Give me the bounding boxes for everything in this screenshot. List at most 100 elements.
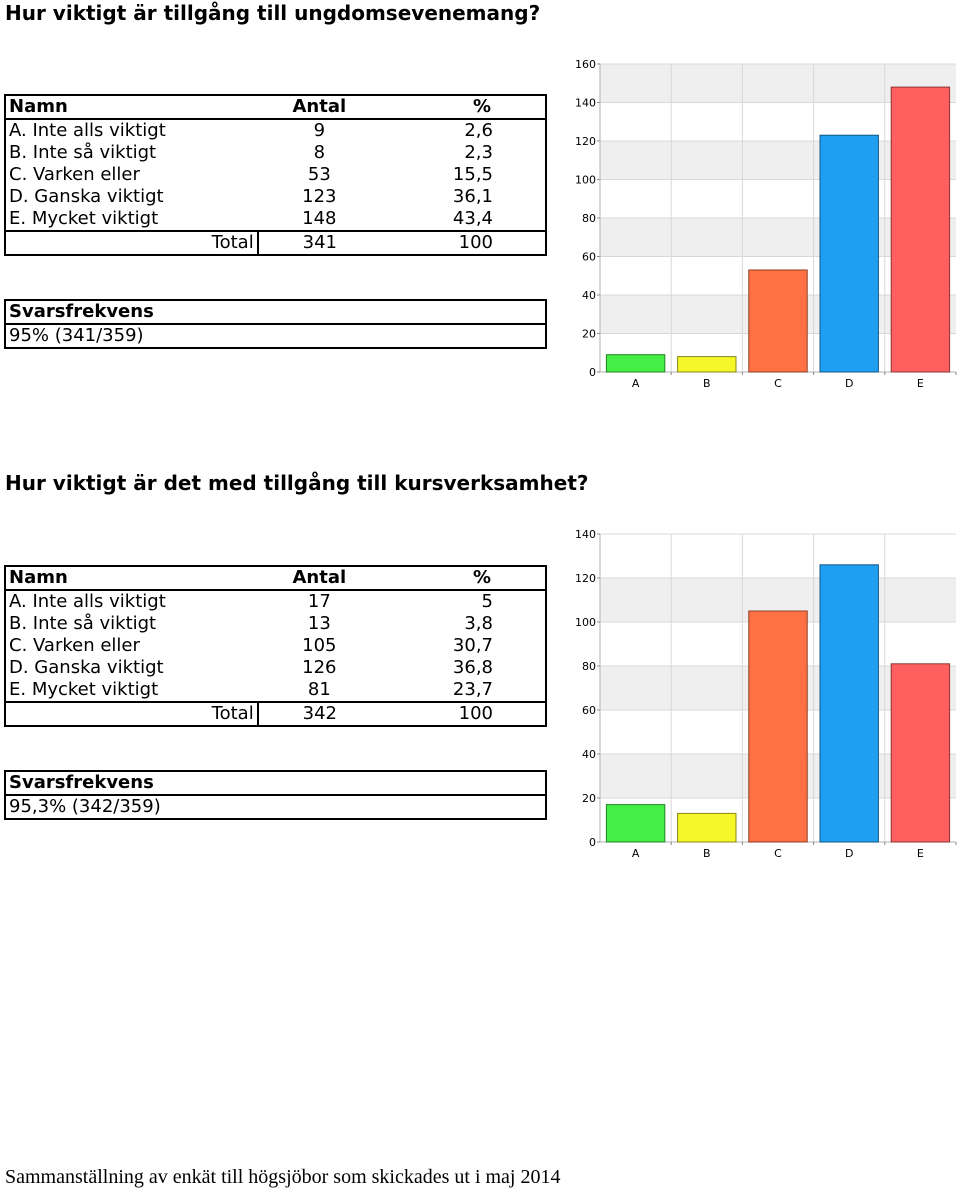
row-pct: 2,6 <box>380 119 548 142</box>
table-row: E. Mycket viktigt 81 23,7 <box>4 679 548 703</box>
table-row: A. Inte alls viktigt 17 5 <box>4 590 548 613</box>
row-pct: 5 <box>380 590 548 613</box>
bar-B <box>677 812 737 843</box>
page-footer: Sammanställning av enkät till högsjöbor … <box>5 1166 561 1188</box>
table-header: Namn Antal % <box>4 94 548 120</box>
row-count: 8 <box>313 142 326 163</box>
question-2-table: Namn Antal % A. Inte alls viktigt 17 5 B… <box>4 565 548 727</box>
table-row: E. Mycket viktigt 148 43,4 <box>4 208 548 232</box>
bar-A <box>605 804 666 843</box>
y-tick-label: 160 <box>575 58 596 71</box>
question-1-table: Namn Antal % A. Inte alls viktigt 9 2,6 … <box>4 94 548 256</box>
row-name: E. Mycket viktigt <box>4 679 258 703</box>
x-tick-label: D <box>845 847 853 860</box>
y-tick-label: 120 <box>575 135 596 148</box>
y-tick-label: 20 <box>582 328 596 341</box>
row-pct: 43,4 <box>380 208 548 232</box>
bar-E <box>890 663 951 843</box>
x-tick-label: B <box>703 377 711 390</box>
total-pct: 100 <box>380 230 548 256</box>
row-name: C. Varken eller <box>4 164 258 186</box>
row-count: 123 <box>302 186 337 207</box>
row-pct: 2,3 <box>380 142 548 164</box>
total-label: Total <box>4 230 259 256</box>
x-tick-label: C <box>774 847 782 860</box>
x-tick-label: C <box>774 377 782 390</box>
bar-C <box>748 269 808 373</box>
bar-D <box>819 564 879 843</box>
row-count: 105 <box>302 635 337 656</box>
y-tick-label: 40 <box>582 748 596 761</box>
total-row: Total 342 100 <box>4 701 548 727</box>
y-tick-label: 20 <box>582 792 596 805</box>
table-row: C. Varken eller 105 30,7 <box>4 635 548 657</box>
response-rate-label: Svarsfrekvens <box>4 299 547 325</box>
table-row: A. Inte alls viktigt 9 2,6 <box>4 119 548 142</box>
total-count: 342 <box>257 701 381 727</box>
row-name: D. Ganska viktigt <box>4 657 258 679</box>
question-1-bar-chart: 0 20 40 60 80 100 120 140 160 A B C D E <box>575 58 957 390</box>
row-pct: 3,8 <box>380 613 548 635</box>
bar-E <box>890 86 951 373</box>
x-tick-label: E <box>917 847 924 860</box>
row-pct: 36,8 <box>380 657 548 679</box>
row-name: C. Varken eller <box>4 635 258 657</box>
bar-B <box>677 356 737 373</box>
row-pct: 30,7 <box>380 635 548 657</box>
table-row: C. Varken eller 53 15,5 <box>4 164 548 186</box>
header-name: Namn <box>4 94 258 120</box>
x-tick-label: E <box>917 377 924 390</box>
bar-D <box>819 134 879 373</box>
row-count: 9 <box>313 120 326 141</box>
y-tick-label: 60 <box>582 704 596 717</box>
row-count: 13 <box>307 613 331 634</box>
row-count: 17 <box>307 591 331 612</box>
x-tick-label: B <box>703 847 711 860</box>
row-name: B. Inte så viktigt <box>4 613 258 635</box>
total-count: 341 <box>257 230 381 256</box>
table-row: D. Ganska viktigt 126 36,8 <box>4 657 548 679</box>
bar-C <box>748 610 808 843</box>
header-pct: % <box>380 94 548 120</box>
total-label: Total <box>4 701 259 727</box>
total-pct: 100 <box>380 701 548 727</box>
row-pct: 36,1 <box>380 186 548 208</box>
header-name: Namn <box>4 565 258 591</box>
table-row: B. Inte så viktigt 13 3,8 <box>4 613 548 635</box>
total-row: Total 341 100 <box>4 230 548 256</box>
header-pct: % <box>380 565 548 591</box>
header-count: Antal <box>257 565 381 591</box>
y-tick-label: 60 <box>582 251 596 264</box>
row-name: D. Ganska viktigt <box>4 186 258 208</box>
response-rate-value: 95% (341/359) <box>4 323 547 349</box>
y-tick-label: 40 <box>582 289 596 302</box>
row-name: B. Inte så viktigt <box>4 142 258 164</box>
row-count: 148 <box>257 208 381 232</box>
row-count: 81 <box>257 679 381 703</box>
response-rate-label: Svarsfrekvens <box>4 770 547 796</box>
table-header: Namn Antal % <box>4 565 548 591</box>
question-2-bar-chart: 0 20 40 60 80 100 120 140 A B C D E <box>575 528 957 860</box>
question-2-title: Hur viktigt är det med tillgång till kur… <box>5 471 589 495</box>
y-tick-label: 120 <box>575 572 596 585</box>
question-2-response-rate: Svarsfrekvens 95,3% (342/359) <box>4 770 547 820</box>
y-tick-label: 140 <box>575 97 596 110</box>
row-count: 53 <box>307 164 331 185</box>
header-count: Antal <box>257 94 381 120</box>
row-pct: 23,7 <box>380 679 548 703</box>
table-row: D. Ganska viktigt 123 36,1 <box>4 186 548 208</box>
y-tick-label: 0 <box>589 366 596 379</box>
question-1-response-rate: Svarsfrekvens 95% (341/359) <box>4 299 547 349</box>
row-name: A. Inte alls viktigt <box>4 590 258 613</box>
row-name: E. Mycket viktigt <box>4 208 258 232</box>
x-tick-label: A <box>632 847 640 860</box>
bar-A <box>605 354 666 373</box>
row-pct: 15,5 <box>380 164 548 186</box>
row-count: 126 <box>302 657 337 678</box>
y-tick-label: 100 <box>575 616 596 629</box>
table-row: B. Inte så viktigt 8 2,3 <box>4 142 548 164</box>
y-tick-label: 100 <box>575 174 596 187</box>
row-name: A. Inte alls viktigt <box>4 119 258 142</box>
x-tick-label: A <box>632 377 640 390</box>
y-tick-label: 0 <box>589 836 596 849</box>
